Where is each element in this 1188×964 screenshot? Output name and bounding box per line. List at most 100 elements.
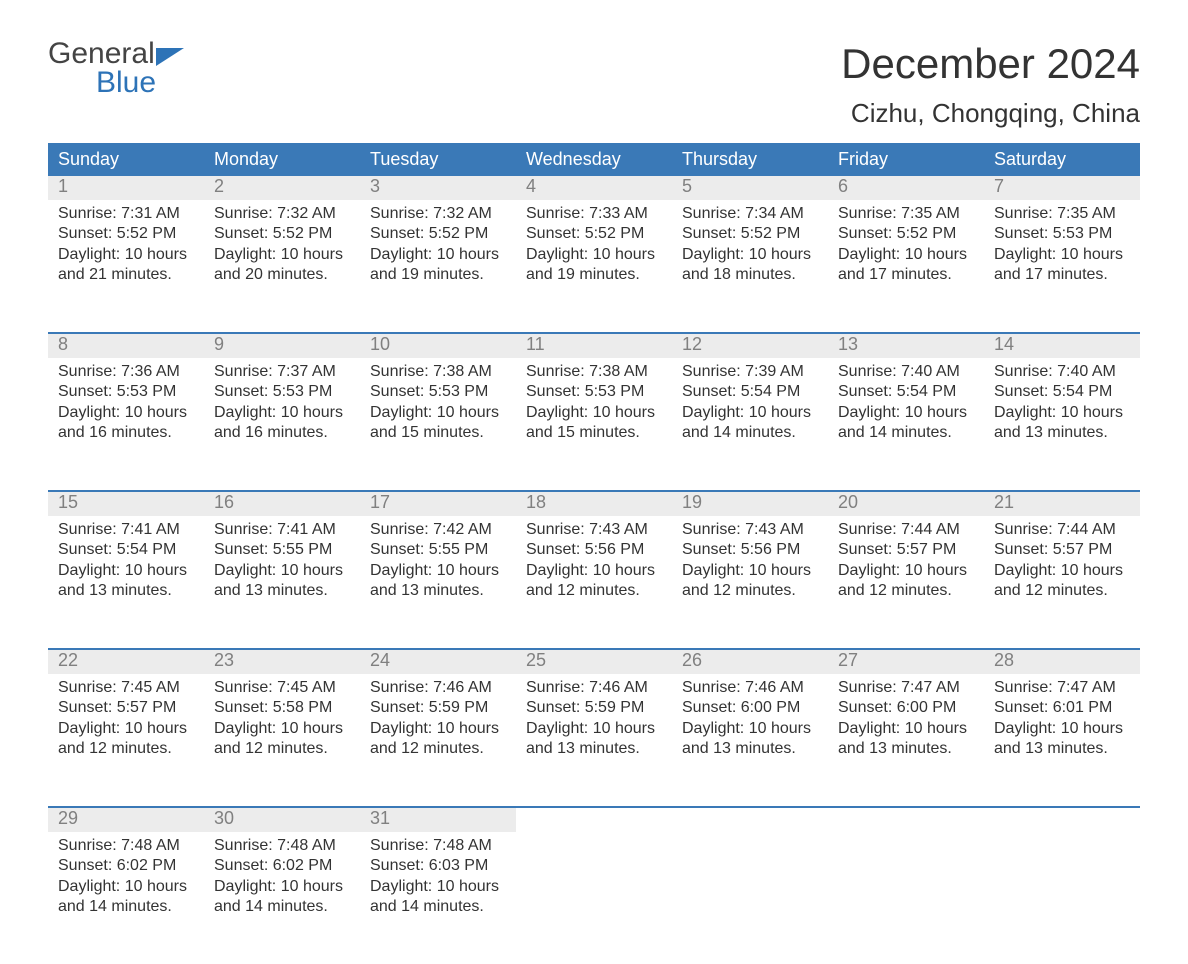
sunset-line: Sunset: 6:00 PM bbox=[838, 698, 974, 718]
day-number bbox=[984, 808, 1140, 832]
sunset-line: Sunset: 6:02 PM bbox=[214, 856, 350, 876]
day-details: Sunrise: 7:48 AMSunset: 6:02 PMDaylight:… bbox=[204, 832, 360, 926]
week-row: Sunrise: 7:31 AMSunset: 5:52 PMDaylight:… bbox=[48, 200, 1140, 332]
sunset-line: Sunset: 5:55 PM bbox=[370, 540, 506, 560]
day-details: Sunrise: 7:41 AMSunset: 5:55 PMDaylight:… bbox=[204, 516, 360, 610]
day-cell: Sunrise: 7:44 AMSunset: 5:57 PMDaylight:… bbox=[828, 516, 984, 648]
daylight-line: Daylight: 10 hours and 19 minutes. bbox=[526, 245, 662, 286]
sunset-line: Sunset: 5:53 PM bbox=[526, 382, 662, 402]
day-details: Sunrise: 7:35 AMSunset: 5:53 PMDaylight:… bbox=[984, 200, 1140, 294]
week-row: Sunrise: 7:41 AMSunset: 5:54 PMDaylight:… bbox=[48, 516, 1140, 648]
week-row: Sunrise: 7:45 AMSunset: 5:57 PMDaylight:… bbox=[48, 674, 1140, 806]
calendar-table: SundayMondayTuesdayWednesdayThursdayFrid… bbox=[48, 143, 1140, 964]
day-cell bbox=[828, 832, 984, 964]
daylight-line: Daylight: 10 hours and 17 minutes. bbox=[838, 245, 974, 286]
day-details: Sunrise: 7:48 AMSunset: 6:02 PMDaylight:… bbox=[48, 832, 204, 926]
dow-header: Sunday bbox=[48, 143, 204, 176]
day-number: 5 bbox=[672, 176, 828, 200]
day-cell: Sunrise: 7:43 AMSunset: 5:56 PMDaylight:… bbox=[516, 516, 672, 648]
daylight-line: Daylight: 10 hours and 12 minutes. bbox=[214, 719, 350, 760]
day-cell: Sunrise: 7:35 AMSunset: 5:53 PMDaylight:… bbox=[984, 200, 1140, 332]
day-cell: Sunrise: 7:36 AMSunset: 5:53 PMDaylight:… bbox=[48, 358, 204, 490]
day-details: Sunrise: 7:44 AMSunset: 5:57 PMDaylight:… bbox=[828, 516, 984, 610]
sunrise-line: Sunrise: 7:40 AM bbox=[838, 362, 974, 382]
dow-header: Friday bbox=[828, 143, 984, 176]
day-cell: Sunrise: 7:40 AMSunset: 5:54 PMDaylight:… bbox=[984, 358, 1140, 490]
sunrise-line: Sunrise: 7:34 AM bbox=[682, 204, 818, 224]
day-cell: Sunrise: 7:41 AMSunset: 5:54 PMDaylight:… bbox=[48, 516, 204, 648]
sunrise-line: Sunrise: 7:35 AM bbox=[838, 204, 974, 224]
dow-header: Wednesday bbox=[516, 143, 672, 176]
daylight-line: Daylight: 10 hours and 13 minutes. bbox=[370, 561, 506, 602]
sunset-line: Sunset: 5:52 PM bbox=[214, 224, 350, 244]
day-details: Sunrise: 7:38 AMSunset: 5:53 PMDaylight:… bbox=[516, 358, 672, 452]
sunset-line: Sunset: 5:58 PM bbox=[214, 698, 350, 718]
sunset-line: Sunset: 5:57 PM bbox=[994, 540, 1130, 560]
day-number: 10 bbox=[360, 334, 516, 358]
day-number: 7 bbox=[984, 176, 1140, 200]
day-cell bbox=[672, 832, 828, 964]
daynum-row: 891011121314 bbox=[48, 334, 1140, 358]
day-number: 6 bbox=[828, 176, 984, 200]
day-cell: Sunrise: 7:44 AMSunset: 5:57 PMDaylight:… bbox=[984, 516, 1140, 648]
daylight-line: Daylight: 10 hours and 16 minutes. bbox=[58, 403, 194, 444]
daynum-row: 15161718192021 bbox=[48, 492, 1140, 516]
day-number: 30 bbox=[204, 808, 360, 832]
day-cell: Sunrise: 7:34 AMSunset: 5:52 PMDaylight:… bbox=[672, 200, 828, 332]
day-number: 26 bbox=[672, 650, 828, 674]
daylight-line: Daylight: 10 hours and 20 minutes. bbox=[214, 245, 350, 286]
sunrise-line: Sunrise: 7:47 AM bbox=[838, 678, 974, 698]
dow-header: Thursday bbox=[672, 143, 828, 176]
sunrise-line: Sunrise: 7:44 AM bbox=[838, 520, 974, 540]
day-cell: Sunrise: 7:48 AMSunset: 6:03 PMDaylight:… bbox=[360, 832, 516, 964]
sunset-line: Sunset: 5:54 PM bbox=[994, 382, 1130, 402]
dow-header: Saturday bbox=[984, 143, 1140, 176]
sunset-line: Sunset: 5:55 PM bbox=[214, 540, 350, 560]
day-number: 1 bbox=[48, 176, 204, 200]
sunset-line: Sunset: 5:52 PM bbox=[526, 224, 662, 244]
sunrise-line: Sunrise: 7:48 AM bbox=[370, 836, 506, 856]
daylight-line: Daylight: 10 hours and 15 minutes. bbox=[526, 403, 662, 444]
day-details: Sunrise: 7:40 AMSunset: 5:54 PMDaylight:… bbox=[828, 358, 984, 452]
day-cell: Sunrise: 7:43 AMSunset: 5:56 PMDaylight:… bbox=[672, 516, 828, 648]
sunset-line: Sunset: 5:57 PM bbox=[838, 540, 974, 560]
sunrise-line: Sunrise: 7:37 AM bbox=[214, 362, 350, 382]
day-details: Sunrise: 7:36 AMSunset: 5:53 PMDaylight:… bbox=[48, 358, 204, 452]
day-number: 4 bbox=[516, 176, 672, 200]
sunset-line: Sunset: 5:57 PM bbox=[58, 698, 194, 718]
sunrise-line: Sunrise: 7:47 AM bbox=[994, 678, 1130, 698]
calendar-head: SundayMondayTuesdayWednesdayThursdayFrid… bbox=[48, 143, 1140, 176]
daylight-line: Daylight: 10 hours and 12 minutes. bbox=[682, 561, 818, 602]
title-block: December 2024 Cizhu, Chongqing, China bbox=[841, 40, 1140, 129]
week-row: Sunrise: 7:48 AMSunset: 6:02 PMDaylight:… bbox=[48, 832, 1140, 964]
dow-row: SundayMondayTuesdayWednesdayThursdayFrid… bbox=[48, 143, 1140, 176]
daylight-line: Daylight: 10 hours and 12 minutes. bbox=[526, 561, 662, 602]
day-cell: Sunrise: 7:47 AMSunset: 6:00 PMDaylight:… bbox=[828, 674, 984, 806]
day-details: Sunrise: 7:31 AMSunset: 5:52 PMDaylight:… bbox=[48, 200, 204, 294]
day-details: Sunrise: 7:41 AMSunset: 5:54 PMDaylight:… bbox=[48, 516, 204, 610]
sunset-line: Sunset: 5:59 PM bbox=[370, 698, 506, 718]
sunset-line: Sunset: 5:52 PM bbox=[370, 224, 506, 244]
sunrise-line: Sunrise: 7:38 AM bbox=[370, 362, 506, 382]
daylight-line: Daylight: 10 hours and 13 minutes. bbox=[214, 561, 350, 602]
day-number: 13 bbox=[828, 334, 984, 358]
day-cell: Sunrise: 7:32 AMSunset: 5:52 PMDaylight:… bbox=[204, 200, 360, 332]
day-cell: Sunrise: 7:45 AMSunset: 5:58 PMDaylight:… bbox=[204, 674, 360, 806]
daylight-line: Daylight: 10 hours and 14 minutes. bbox=[682, 403, 818, 444]
day-details: Sunrise: 7:46 AMSunset: 5:59 PMDaylight:… bbox=[360, 674, 516, 768]
day-number: 24 bbox=[360, 650, 516, 674]
daylight-line: Daylight: 10 hours and 13 minutes. bbox=[526, 719, 662, 760]
sunrise-line: Sunrise: 7:41 AM bbox=[214, 520, 350, 540]
sunrise-line: Sunrise: 7:44 AM bbox=[994, 520, 1130, 540]
day-details: Sunrise: 7:35 AMSunset: 5:52 PMDaylight:… bbox=[828, 200, 984, 294]
sunrise-line: Sunrise: 7:48 AM bbox=[214, 836, 350, 856]
sunset-line: Sunset: 5:53 PM bbox=[214, 382, 350, 402]
day-cell: Sunrise: 7:31 AMSunset: 5:52 PMDaylight:… bbox=[48, 200, 204, 332]
daylight-line: Daylight: 10 hours and 21 minutes. bbox=[58, 245, 194, 286]
day-cell: Sunrise: 7:38 AMSunset: 5:53 PMDaylight:… bbox=[360, 358, 516, 490]
daynum-row: 1234567 bbox=[48, 176, 1140, 200]
day-number: 12 bbox=[672, 334, 828, 358]
day-details: Sunrise: 7:39 AMSunset: 5:54 PMDaylight:… bbox=[672, 358, 828, 452]
daylight-line: Daylight: 10 hours and 13 minutes. bbox=[994, 719, 1130, 760]
logo-flag-icon bbox=[156, 48, 184, 66]
